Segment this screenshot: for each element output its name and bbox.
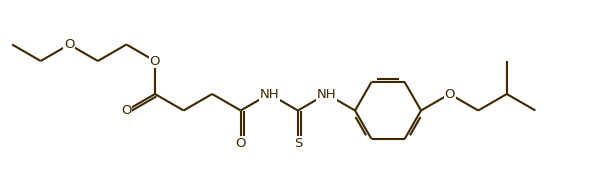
Text: O: O — [64, 38, 74, 51]
Text: S: S — [293, 137, 302, 150]
Text: O: O — [150, 54, 160, 67]
Text: NH: NH — [317, 87, 336, 100]
Text: O: O — [444, 87, 455, 100]
Text: O: O — [121, 104, 132, 117]
Text: O: O — [235, 137, 246, 150]
Text: NH: NH — [260, 87, 279, 100]
